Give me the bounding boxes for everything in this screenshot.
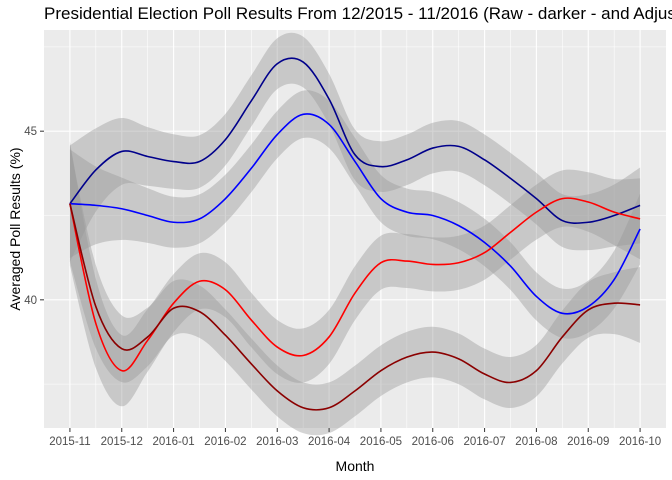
- x-tick-label: 2016-10: [619, 436, 661, 448]
- chart-title: Presidential Election Poll Results From …: [44, 4, 672, 23]
- x-tick-label: 2016-02: [204, 436, 246, 448]
- confidence-band-raw_blue: [69, 32, 641, 262]
- x-tick-label: 2015-12: [101, 436, 143, 448]
- confidence-band-adj_red: [69, 141, 641, 407]
- x-axis-label: Month: [336, 458, 375, 474]
- series-lines: [69, 57, 641, 411]
- y-axis-label: Averaged Poll Results (%): [7, 147, 23, 310]
- x-tick-label: 2015-11: [49, 436, 90, 448]
- grid-lines: [44, 30, 666, 428]
- confidence-bands: [69, 32, 641, 436]
- confidence-band-raw_red: [69, 145, 641, 436]
- x-tick-label: 2016-04: [308, 436, 351, 448]
- x-tick-label: 2016-01: [152, 436, 194, 448]
- series-line-raw_blue: [69, 57, 641, 225]
- series-line-adj_blue: [69, 113, 641, 315]
- series-line-raw_red: [69, 203, 641, 411]
- x-tick-label: 2016-08: [515, 436, 557, 448]
- x-axis: 2015-11 2015-12 2016-01 2016-02 2016-03 2016-…: [49, 428, 661, 448]
- x-tick-label: 2016-07: [463, 436, 505, 448]
- confidence-band-adj_blue: [69, 90, 641, 339]
- x-tick-label: 2016-03: [256, 436, 298, 448]
- y-tick-label: 40: [24, 295, 37, 307]
- x-tick-label: 2016-09: [567, 436, 609, 448]
- x-tick-label: 2016-06: [412, 436, 454, 448]
- x-tick-label: 2016-05: [360, 436, 402, 448]
- y-axis: 40 45: [24, 126, 44, 307]
- y-tick-label: 45: [24, 126, 37, 138]
